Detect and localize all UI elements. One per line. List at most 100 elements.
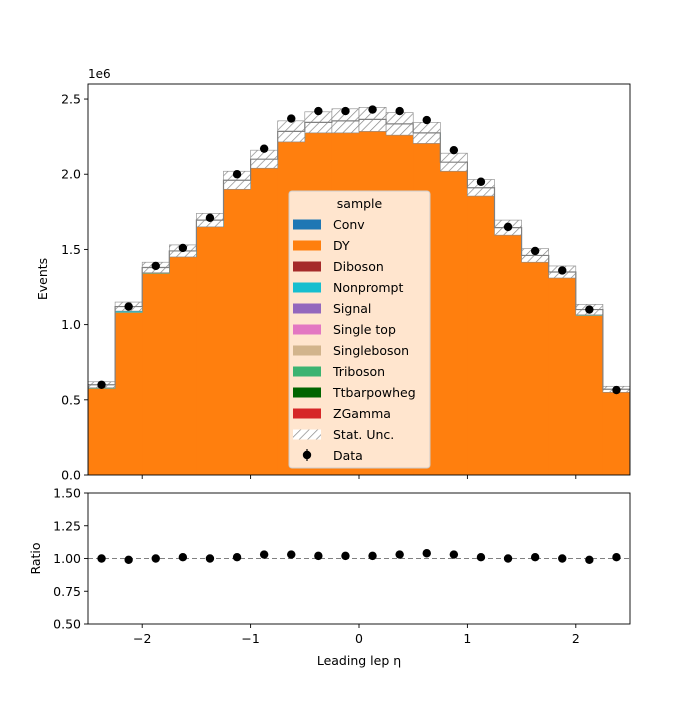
x-tick-label: −2 bbox=[133, 631, 151, 646]
legend-single-top-label: Single top bbox=[333, 322, 396, 337]
y-tick-label: 0.5 bbox=[61, 392, 81, 407]
legend-dy-label: DY bbox=[333, 238, 350, 253]
ratio-y-tick-label: 1.00 bbox=[53, 551, 81, 566]
ratio-point bbox=[422, 549, 431, 558]
data-point bbox=[503, 222, 513, 232]
y-tick-label: 2.5 bbox=[61, 92, 81, 107]
ratio-point bbox=[476, 552, 486, 562]
bar-dy bbox=[494, 234, 522, 475]
legend: sample Conv DY Diboson Nonprompt Signal Single… bbox=[288, 190, 431, 469]
legend-conv-label: Conv bbox=[333, 217, 365, 232]
ratio-point bbox=[449, 550, 459, 559]
ratio-point bbox=[151, 554, 160, 563]
data-point bbox=[558, 266, 567, 275]
bar-dy bbox=[521, 261, 550, 475]
data-point bbox=[314, 106, 323, 116]
legend-singleboson-swatch bbox=[293, 345, 321, 356]
ratio-point bbox=[368, 551, 377, 561]
bar-dy bbox=[250, 166, 279, 475]
ratio-point bbox=[341, 551, 350, 561]
x-axis-ticks-main bbox=[141, 475, 577, 479]
legend-signal-swatch bbox=[293, 303, 321, 314]
data-point bbox=[585, 305, 594, 314]
legend-ttbarpowheg-swatch bbox=[293, 387, 321, 398]
ratio-point bbox=[395, 550, 404, 559]
data-point bbox=[395, 106, 404, 116]
ratio-point bbox=[178, 552, 188, 562]
ratio-point bbox=[558, 554, 567, 563]
x-tick-label: 2 bbox=[572, 631, 580, 646]
ratio-points bbox=[97, 549, 621, 565]
ratio-point bbox=[205, 554, 215, 563]
legend-conv-swatch bbox=[293, 219, 321, 230]
ratio-point bbox=[259, 550, 269, 559]
data-point bbox=[368, 105, 377, 114]
ratio-point bbox=[287, 550, 296, 559]
ratio-y-tick-label: 0.50 bbox=[53, 617, 81, 632]
ratio-point bbox=[503, 554, 513, 563]
y-tick-label: 0.0 bbox=[61, 468, 81, 483]
data-point bbox=[341, 106, 350, 116]
bar-dy bbox=[440, 169, 468, 475]
data-point bbox=[124, 302, 133, 311]
bar-dy bbox=[88, 388, 116, 475]
legend-title: sample bbox=[337, 196, 383, 211]
data-points bbox=[97, 105, 621, 395]
ratio-y-tick-label: 0.75 bbox=[53, 584, 81, 599]
ratio-point bbox=[97, 554, 106, 563]
legend-zgamma-label: ZGamma bbox=[333, 406, 391, 421]
x-axis-ticks: −2 −1 0 1 2 bbox=[133, 624, 580, 646]
legend-singleboson-label: Singleboson bbox=[333, 343, 409, 358]
legend-diboson-label: Diboson bbox=[333, 259, 384, 274]
legend-signal-label: Signal bbox=[333, 301, 371, 316]
ratio-point bbox=[612, 552, 621, 562]
legend-ttbarpowheg-label: Ttbarpowheg bbox=[332, 385, 416, 400]
ratio-point bbox=[314, 551, 323, 561]
data-point bbox=[151, 261, 160, 271]
legend-nonprompt-label: Nonprompt bbox=[333, 280, 403, 295]
legend-stat-unc-swatch bbox=[293, 429, 321, 440]
y-axis-ticks: 0.0 0.5 1.0 1.5 2.0 2.5 bbox=[61, 92, 88, 483]
legend-diboson-swatch bbox=[293, 261, 321, 272]
legend-stat-unc-label: Stat. Unc. bbox=[333, 427, 394, 442]
data-point bbox=[232, 170, 242, 179]
ratio-y-tick-label: 1.25 bbox=[53, 518, 81, 533]
legend-dy-swatch bbox=[293, 240, 321, 251]
x-axis-label: Leading lep η bbox=[317, 653, 401, 668]
bar-dy bbox=[602, 392, 630, 475]
y-tick-label: 2.0 bbox=[61, 167, 81, 182]
data-point bbox=[97, 380, 106, 389]
data-point bbox=[178, 243, 188, 253]
y-axis-label: Events bbox=[35, 258, 50, 300]
x-tick-label: −1 bbox=[241, 631, 259, 646]
x-tick-label: 1 bbox=[463, 631, 471, 646]
ratio-y-tick-label: 1.50 bbox=[53, 486, 81, 501]
legend-data-label: Data bbox=[333, 448, 363, 463]
legend-single-top-swatch bbox=[293, 324, 321, 335]
y-tick-label: 1.0 bbox=[61, 317, 81, 332]
bar-dy bbox=[223, 187, 251, 475]
bar-dy bbox=[169, 256, 197, 475]
ratio-y-axis-ticks: 0.50 0.75 1.00 1.25 1.50 bbox=[53, 486, 88, 632]
data-point bbox=[205, 213, 215, 223]
legend-triboson-label: Triboson bbox=[332, 364, 385, 379]
data-point bbox=[612, 385, 621, 395]
bar-dy bbox=[115, 312, 143, 475]
bar-dy bbox=[575, 315, 604, 475]
bar-dy bbox=[467, 195, 495, 475]
data-point bbox=[476, 177, 486, 186]
data-point bbox=[259, 144, 269, 153]
data-point bbox=[422, 115, 431, 125]
ratio-panel: 0.50 0.75 1.00 1.25 1.50 −2 −1 0 1 2 Ratio Leadi… bbox=[28, 486, 631, 668]
ratio-y-axis-label: Ratio bbox=[28, 542, 43, 574]
data-point bbox=[449, 145, 459, 155]
ratio-point bbox=[232, 552, 242, 562]
bar-dy bbox=[548, 277, 577, 475]
data-point bbox=[530, 246, 540, 256]
legend-box bbox=[288, 190, 431, 469]
legend-nonprompt-swatch bbox=[293, 282, 321, 293]
legend-data-marker bbox=[302, 450, 312, 460]
bar-dy bbox=[142, 273, 170, 475]
legend-zgamma-swatch bbox=[293, 408, 321, 419]
